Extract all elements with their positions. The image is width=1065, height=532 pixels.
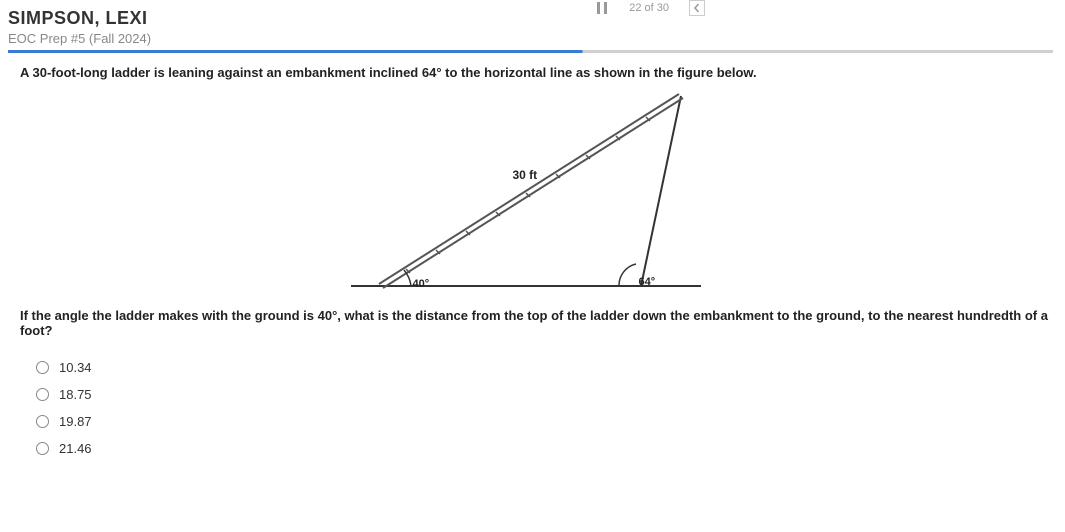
ladder bbox=[379, 94, 683, 288]
embankment-angle-arc bbox=[618, 264, 635, 286]
question-followup: If the angle the ladder makes with the g… bbox=[20, 308, 1053, 338]
option-c[interactable]: 19.87 bbox=[36, 414, 1053, 429]
radio-icon[interactable] bbox=[36, 361, 49, 374]
prev-button[interactable] bbox=[689, 0, 705, 16]
pause-icon[interactable] bbox=[595, 1, 609, 15]
radio-icon[interactable] bbox=[36, 415, 49, 428]
option-label: 18.75 bbox=[59, 387, 92, 402]
option-a[interactable]: 10.34 bbox=[36, 360, 1053, 375]
embankment-line bbox=[641, 96, 681, 286]
figure-container: 30 ft 40° 64° bbox=[8, 86, 1053, 306]
prep-title: EOC Prep #5 (Fall 2024) bbox=[8, 31, 1053, 46]
answer-options: 10.34 18.75 19.87 21.46 bbox=[36, 360, 1053, 456]
ladder-length-label: 30 ft bbox=[513, 168, 538, 182]
option-label: 10.34 bbox=[59, 360, 92, 375]
option-d[interactable]: 21.46 bbox=[36, 441, 1053, 456]
radio-icon[interactable] bbox=[36, 442, 49, 455]
option-label: 21.46 bbox=[59, 441, 92, 456]
ladder-angle-label: 40° bbox=[413, 278, 430, 290]
option-label: 19.87 bbox=[59, 414, 92, 429]
pager-text: 22 of 30 bbox=[629, 2, 669, 14]
option-b[interactable]: 18.75 bbox=[36, 387, 1053, 402]
question-intro: A 30-foot-long ladder is leaning against… bbox=[20, 65, 1053, 80]
radio-icon[interactable] bbox=[36, 388, 49, 401]
triangle-figure: 30 ft 40° 64° bbox=[341, 86, 721, 306]
toolbar: 22 of 30 bbox=[595, 0, 705, 16]
page: 22 of 30 SIMPSON, LEXI EOC Prep #5 (Fall… bbox=[0, 0, 1065, 532]
embankment-angle-label: 64° bbox=[639, 276, 656, 288]
progress-divider bbox=[8, 50, 1053, 53]
student-name: SIMPSON, LEXI bbox=[8, 8, 1053, 29]
header: SIMPSON, LEXI EOC Prep #5 (Fall 2024) bbox=[8, 8, 1053, 46]
